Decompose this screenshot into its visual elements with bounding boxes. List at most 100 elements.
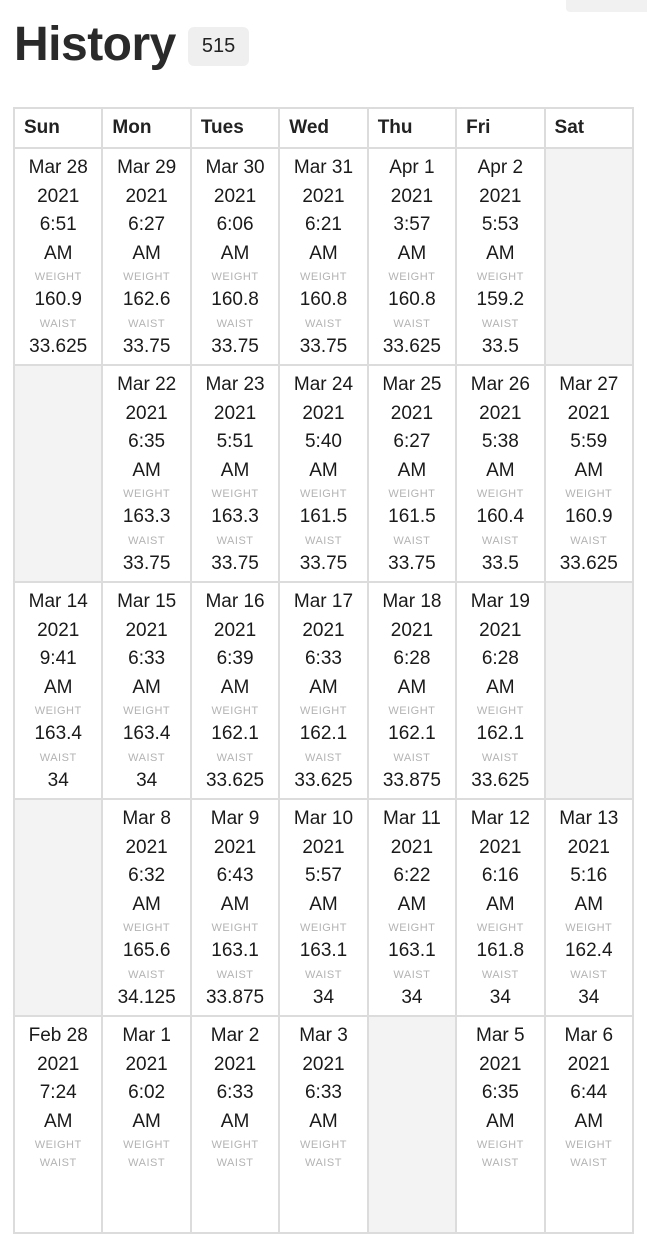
entry-date: Mar 22	[117, 374, 177, 395]
waist-label: WAIST	[481, 1157, 519, 1169]
entry-time: 6:43	[216, 865, 254, 886]
entry-year: 2021	[479, 185, 522, 207]
entry-year: 2021	[125, 402, 168, 424]
entry-year: 2021	[302, 185, 345, 207]
day-entry-cell[interactable]: Mar 25 2021 6:27 AM WEIGHT 161.5 WAIST 33.75	[366, 364, 458, 583]
day-entry-cell[interactable]: Mar 28 2021 6:51 AM WEIGHT 160.9 WAIST 33.625	[12, 147, 104, 366]
day-entry-cell[interactable]: Mar 9 2021 6:43 AM WEIGHT 163.1 WAIST 33.875	[189, 798, 281, 1017]
top-right-control[interactable]	[566, 0, 647, 12]
day-entry-cell[interactable]: Mar 5 2021 6:35 AM WEIGHT WAIST	[455, 1015, 546, 1234]
day-entry-cell[interactable]: Mar 14 2021 9:41 AM WEIGHT 163.4 WAIST 34	[12, 581, 104, 800]
weight-value: 162.1	[388, 723, 436, 744]
day-entry-cell[interactable]: Mar 29 2021 6:27 AM WEIGHT 162.6 WAIST 33.75	[101, 147, 192, 366]
day-entry-cell[interactable]: Mar 13 2021 5:16 AM WEIGHT 162.4 WAIST 34	[543, 798, 635, 1017]
entry-date: Mar 17	[293, 591, 354, 612]
weight-value: 160.4	[476, 506, 525, 527]
entry-year: 2021	[125, 836, 168, 858]
day-entry-cell[interactable]: Mar 10 2021 5:57 AM WEIGHT 163.1 WAIST 34	[278, 798, 369, 1017]
weight-label: WEIGHT	[123, 271, 171, 283]
entry-time: 6:35	[481, 1082, 519, 1103]
day-entry-cell[interactable]: Mar 15 2021 6:33 AM WEIGHT 163.4 WAIST 34	[101, 581, 192, 800]
entry-time: 6:33	[216, 1082, 254, 1103]
entry-date: Mar 25	[382, 374, 442, 395]
waist-value: 33.625	[559, 552, 618, 574]
entry-ampm: AM	[309, 242, 338, 264]
entry-ampm: AM	[486, 242, 515, 264]
day-entry-cell[interactable]: Mar 31 2021 6:21 AM WEIGHT 160.8 WAIST 33.75	[278, 147, 369, 366]
entry-ampm: AM	[220, 459, 250, 481]
waist-label: WAIST	[570, 968, 608, 981]
weight-value: 161.8	[476, 940, 525, 961]
day-entry-cell[interactable]: Mar 30 2021 6:06 AM WEIGHT 160.8 WAIST 33.75	[189, 147, 281, 366]
day-entry-cell[interactable]: Mar 1 2021 6:02 AM WEIGHT WAIST	[101, 1015, 192, 1234]
entry-date: Mar 3	[299, 1025, 348, 1046]
day-entry-cell[interactable]: Feb 28 2021 7:24 AM WEIGHT WAIST	[12, 1015, 104, 1234]
entry-date: Mar 18	[382, 591, 442, 612]
weight-value: 160.8	[299, 289, 348, 310]
calendar-week-row: Feb 28 2021 7:24 AM WEIGHT WAIST Mar 1 2021 6:02…	[12, 1015, 635, 1234]
day-entry-cell[interactable]: Mar 3 2021 6:33 AM WEIGHT WAIST	[278, 1015, 369, 1234]
entry-date: Feb 28	[28, 1025, 88, 1046]
entry-date: Mar 30	[205, 157, 265, 178]
entry-year: 2021	[479, 1053, 522, 1075]
day-entry-cell[interactable]: Mar 19 2021 6:28 AM WEIGHT 162.1 WAIST 33.625	[455, 581, 546, 800]
day-entry-cell[interactable]: Mar 18 2021 6:28 AM WEIGHT 162.1 WAIST 33.875	[366, 581, 458, 800]
weight-label: WEIGHT	[388, 922, 436, 934]
entry-date: Mar 11	[383, 808, 441, 829]
weight-value: 161.5	[299, 506, 348, 527]
entry-ampm: AM	[486, 893, 515, 915]
day-entry-cell[interactable]: Mar 17 2021 6:33 AM WEIGHT 162.1 WAIST 33.625	[278, 581, 369, 800]
waist-value: 34	[489, 986, 511, 1008]
weight-label: WEIGHT	[476, 271, 524, 283]
waist-value: 33.625	[29, 335, 88, 357]
entry-ampm: AM	[132, 242, 161, 264]
entry-year: 2021	[302, 619, 345, 641]
waist-value: 33.5	[481, 552, 519, 574]
entry-ampm: AM	[43, 676, 73, 698]
weight-label: WEIGHT	[123, 488, 171, 500]
day-entry-cell[interactable]: Mar 2 2021 6:33 AM WEIGHT WAIST	[189, 1015, 281, 1234]
entry-year: 2021	[479, 402, 522, 424]
weight-label: WEIGHT	[211, 1139, 259, 1151]
weight-label: WEIGHT	[123, 1139, 171, 1151]
waist-value: 34	[47, 769, 69, 791]
entry-year: 2021	[213, 1053, 257, 1075]
day-entry-cell[interactable]: Mar 16 2021 6:39 AM WEIGHT 162.1 WAIST 33.625	[189, 581, 281, 800]
day-entry-cell[interactable]: Apr 1 2021 3:57 AM WEIGHT 160.8 WAIST 33.625	[366, 147, 458, 366]
weight-value: 159.2	[476, 289, 525, 310]
weight-label: WEIGHT	[123, 705, 171, 717]
entry-date: Apr 1	[389, 157, 435, 178]
day-entry-cell[interactable]: Mar 22 2021 6:35 AM WEIGHT 163.3 WAIST 33.75	[101, 364, 192, 583]
weight-label: WEIGHT	[299, 922, 347, 934]
day-entry-cell[interactable]: Mar 27 2021 5:59 AM WEIGHT 160.9 WAIST 33.625	[543, 364, 635, 583]
entry-year: 2021	[37, 619, 80, 641]
day-entry-cell[interactable]: Mar 26 2021 5:38 AM WEIGHT 160.4 WAIST 33.5	[455, 364, 546, 583]
entry-year: 2021	[302, 836, 345, 858]
entry-date: Mar 15	[117, 591, 177, 612]
entry-ampm: AM	[220, 676, 250, 698]
weight-label: WEIGHT	[211, 922, 259, 934]
waist-label: WAIST	[570, 534, 608, 547]
empty-day-cell	[12, 364, 104, 583]
day-entry-cell[interactable]: Mar 12 2021 6:16 AM WEIGHT 161.8 WAIST 34	[455, 798, 546, 1017]
entry-date: Mar 9	[210, 808, 260, 829]
waist-label: WAIST	[305, 751, 342, 764]
weight-label: WEIGHT	[388, 488, 436, 500]
waist-value: 34	[578, 986, 600, 1008]
waist-label: WAIST	[39, 317, 77, 330]
page-header: History 515	[14, 14, 250, 74]
waist-label: WAIST	[393, 534, 431, 547]
day-entry-cell[interactable]: Mar 24 2021 5:40 AM WEIGHT 161.5 WAIST 33.75	[278, 364, 369, 583]
entry-time: 6:22	[393, 865, 431, 886]
day-entry-cell[interactable]: Mar 11 2021 6:22 AM WEIGHT 163.1 WAIST 34	[366, 798, 458, 1017]
waist-label: WAIST	[393, 968, 431, 981]
waist-label: WAIST	[481, 534, 519, 547]
day-entry-cell[interactable]: Mar 6 2021 6:44 AM WEIGHT WAIST	[543, 1015, 635, 1234]
entry-time: 6:51	[39, 214, 77, 235]
entry-time: 5:38	[481, 431, 519, 452]
day-entry-cell[interactable]: Apr 2 2021 5:53 AM WEIGHT 159.2 WAIST 33.5	[455, 147, 546, 366]
day-entry-cell[interactable]: Mar 23 2021 5:51 AM WEIGHT 163.3 WAIST 33.75	[189, 364, 281, 583]
weight-label: WEIGHT	[565, 922, 613, 934]
day-entry-cell[interactable]: Mar 8 2021 6:32 AM WEIGHT 165.6 WAIST 34.125	[101, 798, 192, 1017]
weight-value: 160.8	[211, 289, 259, 310]
